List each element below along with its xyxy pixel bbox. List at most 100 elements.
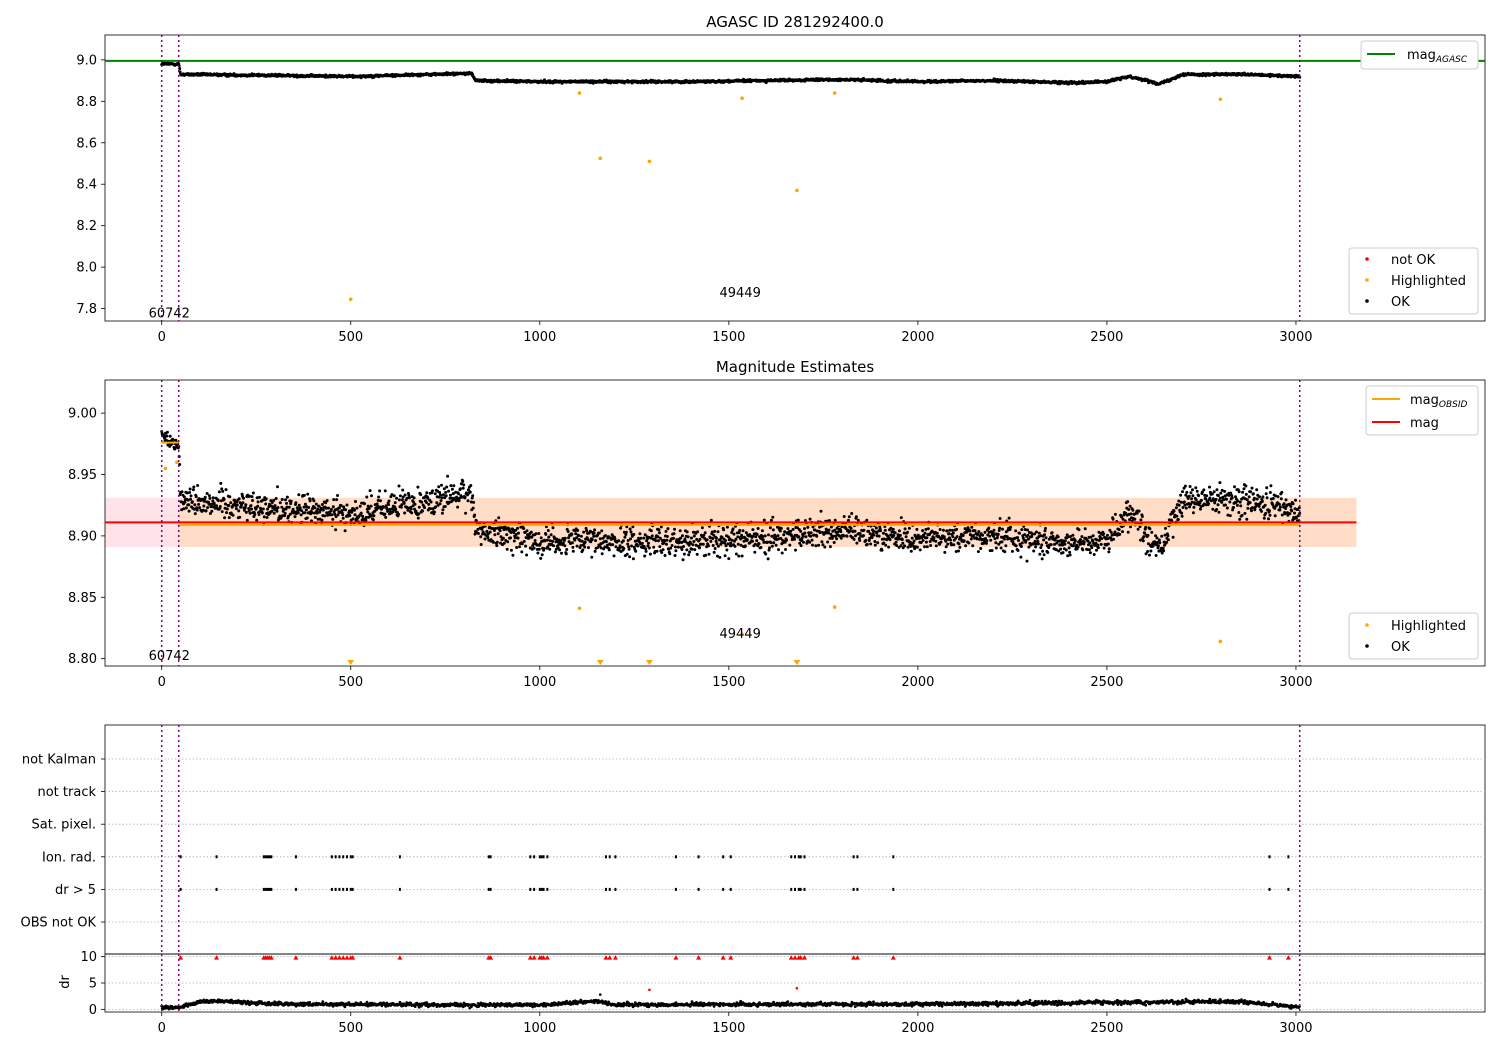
ok-point [1067, 546, 1071, 550]
ok-point [987, 526, 991, 530]
ok-point [918, 548, 922, 552]
ok-point [1214, 497, 1218, 501]
ok-point [1180, 511, 1184, 515]
ok-point [888, 538, 892, 542]
ok-point [1290, 509, 1294, 513]
ok-point [570, 541, 574, 545]
flag-point [799, 855, 802, 859]
ok-point [1215, 488, 1219, 492]
ok-point [320, 518, 324, 522]
ok-point [654, 539, 658, 543]
ok-point [638, 532, 642, 536]
ok-point [1175, 514, 1179, 518]
ok-point [466, 499, 470, 503]
ok-point [287, 505, 291, 509]
ok-point [375, 502, 379, 506]
ok-point [647, 541, 650, 545]
ok-point [285, 495, 289, 499]
ok-point [1277, 502, 1281, 506]
ok-point [270, 509, 274, 513]
ok-point [223, 516, 227, 520]
ok-point [934, 539, 938, 543]
highlighted-point [163, 466, 168, 471]
ok-point [1113, 512, 1117, 516]
ok-point [897, 529, 901, 533]
ok-point [692, 540, 696, 543]
ok-point [900, 538, 904, 542]
ok-point [811, 543, 814, 547]
ok-point [387, 503, 391, 506]
ok-point [984, 541, 988, 545]
ok-point [253, 513, 257, 516]
ok-point [1293, 511, 1296, 515]
ok-point [1191, 511, 1195, 515]
flag-point [614, 855, 617, 859]
ok-point [250, 495, 254, 499]
ok-point [968, 529, 972, 533]
flag-point [538, 855, 541, 859]
ok-point [660, 551, 664, 554]
ok-point [471, 506, 475, 510]
ok-point [695, 552, 699, 556]
ok-point [229, 501, 233, 505]
ok-point [1260, 509, 1263, 513]
ok-point [1237, 490, 1241, 494]
ok-point [964, 544, 968, 548]
ok-point [216, 499, 220, 503]
ok-point [184, 506, 188, 510]
ok-point [520, 550, 524, 554]
ok-point [425, 491, 429, 495]
ok-point [312, 499, 316, 503]
ok-point [705, 538, 709, 542]
flag-point [330, 887, 333, 891]
ok-point [247, 507, 251, 510]
ok-point [1080, 535, 1084, 539]
ok-point [852, 537, 856, 541]
ok-point [903, 527, 907, 531]
ok-point [1289, 505, 1293, 508]
ok-point [1136, 527, 1140, 531]
ok-point [768, 526, 772, 530]
ok-point [858, 539, 862, 542]
ok-point [1291, 502, 1295, 506]
ok-point [419, 493, 423, 497]
x-tick-label: 3000 [1279, 675, 1312, 690]
ok-point [1004, 544, 1008, 548]
ok-point [1043, 533, 1046, 537]
flag-point [338, 855, 341, 859]
ok-point [855, 541, 859, 545]
ok-point [643, 554, 647, 558]
ok-point [1172, 509, 1176, 513]
ok-point [536, 551, 540, 555]
flag-point [614, 887, 617, 891]
ok-point [306, 492, 310, 496]
ok-point [314, 502, 318, 506]
ok-point [673, 545, 677, 549]
ok-point [727, 557, 731, 561]
ok-point [1250, 509, 1253, 513]
flag-point [342, 887, 345, 891]
ok-point [403, 511, 407, 515]
ok-point [680, 548, 684, 551]
ok-point [985, 539, 989, 543]
ok-point [943, 550, 947, 554]
ok-point [915, 527, 919, 531]
ok-point [1276, 495, 1280, 499]
ok-point [462, 483, 466, 487]
ok-point [673, 527, 676, 531]
ok-point [533, 539, 537, 542]
ok-point [165, 434, 169, 438]
ok-point [1220, 500, 1224, 504]
flag-point [729, 855, 732, 859]
ok-point [1102, 546, 1106, 550]
x-tick-label: 2000 [901, 675, 934, 690]
ok-point [495, 544, 499, 548]
ok-point [409, 507, 413, 511]
ok-point [224, 488, 228, 492]
ok-point [450, 487, 454, 491]
ok-point [593, 528, 597, 532]
ok-point [421, 509, 425, 513]
ok-point [402, 501, 406, 505]
ok-point [944, 545, 948, 549]
ok-point [1267, 517, 1270, 521]
